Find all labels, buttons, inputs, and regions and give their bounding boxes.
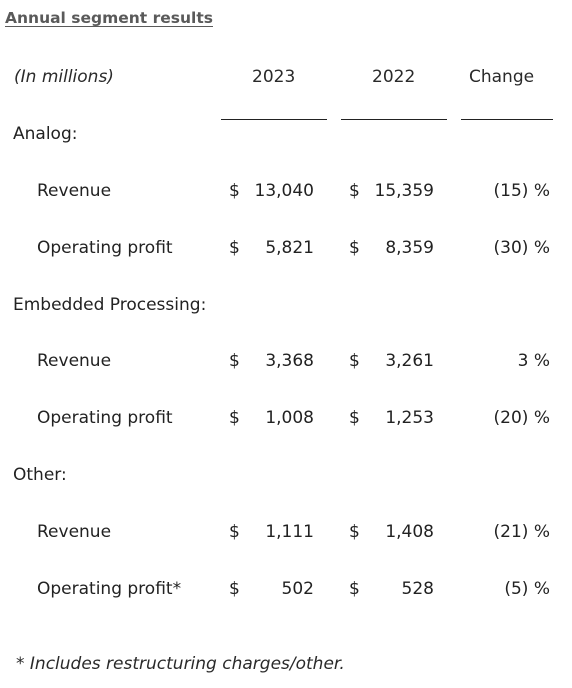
segment-heading-other: Other: [0, 465, 572, 489]
change-value: (21) % [493, 522, 550, 542]
value-2022: 1,408 [385, 522, 434, 542]
value-2023: 3,368 [265, 351, 314, 371]
currency-symbol-2022: $ [349, 181, 360, 201]
value-2023: 1,111 [265, 522, 314, 542]
row-label: Revenue [37, 181, 112, 201]
header-rule-2023 [221, 119, 327, 120]
currency-symbol-2023: $ [229, 579, 240, 599]
segment-label: Other: [13, 465, 67, 485]
change-value: (15) % [493, 181, 550, 201]
currency-symbol-2022: $ [349, 351, 360, 371]
table-row: Revenue $ 3,368 $ 3,261 3 % [0, 351, 572, 375]
currency-symbol-2023: $ [229, 408, 240, 428]
page-title: Annual segment results [5, 9, 213, 27]
currency-symbol-2022: $ [349, 522, 360, 542]
header-rule-change [461, 119, 553, 120]
row-label: Revenue [37, 351, 112, 371]
column-header-2023: 2023 [252, 67, 296, 87]
value-2022: 1,253 [385, 408, 434, 428]
currency-symbol-2023: $ [229, 238, 240, 258]
currency-symbol-2023: $ [229, 522, 240, 542]
currency-symbol-2023: $ [229, 181, 240, 201]
row-label: Operating profit [37, 408, 173, 428]
table-row: Operating profit* $ 502 $ 528 (5) % [0, 579, 572, 603]
currency-symbol-2022: $ [349, 579, 360, 599]
value-2023: 13,040 [254, 181, 314, 201]
value-2022: 3,261 [385, 351, 434, 371]
currency-symbol-2022: $ [349, 408, 360, 428]
row-label: Operating profit* [37, 579, 182, 599]
value-2023: 502 [281, 579, 314, 599]
change-value: 3 % [517, 351, 550, 371]
value-2022: 528 [401, 579, 434, 599]
change-value: (30) % [493, 238, 550, 258]
segment-label: Embedded Processing: [13, 295, 207, 315]
value-2023: 1,008 [265, 408, 314, 428]
value-2023: 5,821 [265, 238, 314, 258]
footnote: * Includes restructuring charges/other. [16, 654, 345, 674]
segment-label: Analog: [13, 124, 78, 144]
change-value: (5) % [504, 579, 550, 599]
change-value: (20) % [493, 408, 550, 428]
segment-heading-embedded-processing: Embedded Processing: [0, 295, 572, 319]
table-row: Operating profit $ 5,821 $ 8,359 (30) % [0, 238, 572, 262]
table-row: Operating profit $ 1,008 $ 1,253 (20) % [0, 408, 572, 432]
currency-symbol-2023: $ [229, 351, 240, 371]
column-header-units: (In millions) [14, 67, 114, 87]
column-header-change: Change [469, 67, 535, 87]
segment-heading-analog: Analog: [0, 124, 572, 148]
table-row: Revenue $ 13,040 $ 15,359 (15) % [0, 181, 572, 205]
table-row: Revenue $ 1,111 $ 1,408 (21) % [0, 522, 572, 546]
row-label: Revenue [37, 522, 112, 542]
column-header-2022: 2022 [372, 67, 416, 87]
value-2022: 8,359 [385, 238, 434, 258]
currency-symbol-2022: $ [349, 238, 360, 258]
header-rule-2022 [341, 119, 447, 120]
value-2022: 15,359 [374, 181, 434, 201]
row-label: Operating profit [37, 238, 173, 258]
